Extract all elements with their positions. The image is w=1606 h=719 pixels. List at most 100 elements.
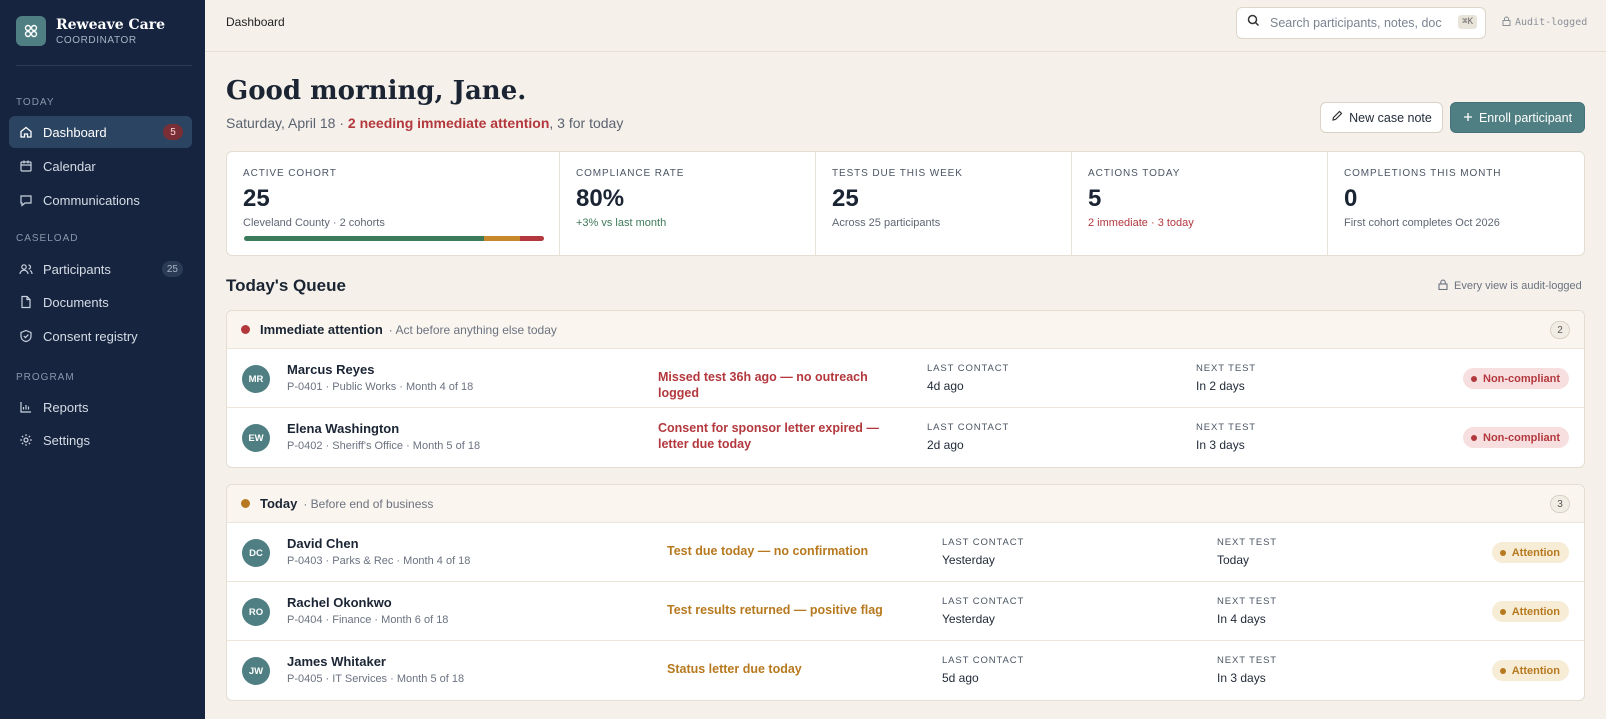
group-title: Immediate attention xyxy=(260,322,383,337)
participant-name[interactable]: James Whitaker xyxy=(287,654,386,669)
last-contact-value: 2d ago xyxy=(927,438,964,452)
last-contact-value: Yesterday xyxy=(942,612,995,626)
audit-note: Every view is audit-logged xyxy=(1438,279,1582,293)
stat-label: ACTIVE COHORT xyxy=(243,168,337,179)
search-placeholder: Search participants, notes, doc xyxy=(1270,16,1442,30)
group-title: Today xyxy=(260,496,298,511)
status-label: Attention xyxy=(1511,546,1560,559)
avatar: EW xyxy=(242,424,270,452)
app-logo-icon xyxy=(16,16,46,46)
last-contact-value: 5d ago xyxy=(942,671,979,685)
stat-value: 25 xyxy=(243,185,270,212)
plus-icon xyxy=(1463,111,1473,125)
participant-meta: P-0403 · Parks & Rec · Month 4 of 18 xyxy=(287,555,471,567)
sidebar-item-label: Settings xyxy=(43,432,90,448)
brand[interactable]: Reweave Care COORDINATOR xyxy=(16,16,165,46)
stat-completions[interactable]: COMPLETIONS THIS MONTH 0 First cohort co… xyxy=(1328,152,1584,255)
group-header[interactable]: Today · Before end of business 3 xyxy=(227,485,1584,523)
sidebar-item-consent-registry[interactable]: Consent registry xyxy=(9,320,192,352)
last-contact-label: LAST CONTACT xyxy=(942,655,1025,666)
status-dot xyxy=(241,499,250,508)
status-badge: Attention xyxy=(1491,660,1569,681)
stat-compliance-rate[interactable]: COMPLIANCE RATE 80% +3% vs last month xyxy=(560,152,816,255)
status-badge: Non-compliant xyxy=(1463,368,1569,389)
status-label: Attention xyxy=(1511,605,1560,618)
stat-tests-due[interactable]: TESTS DUE THIS WEEK 25 Across 25 partici… xyxy=(816,152,1072,255)
status-dot xyxy=(1499,549,1506,556)
issue-text: Test due today — no confirmation xyxy=(667,544,869,558)
sidebar-item-communications[interactable]: Communications xyxy=(9,184,192,216)
group-header[interactable]: Immediate attention · Act before anythin… xyxy=(227,311,1584,349)
sidebar-item-participants[interactable]: Participants 25 xyxy=(9,253,192,285)
issue-text: Test results returned — positive flag xyxy=(667,603,883,617)
chart-icon xyxy=(19,400,33,414)
breadcrumb[interactable]: Dashboard xyxy=(226,15,285,29)
message-icon xyxy=(19,193,33,207)
group-subtitle: · Act before anything else today xyxy=(388,322,557,337)
group-count: 2 xyxy=(1550,321,1570,339)
last-contact-label: LAST CONTACT xyxy=(942,596,1025,607)
sidebar-divider xyxy=(16,65,192,66)
status-dot xyxy=(1471,375,1477,382)
issue-text: Consent for sponsor letter expired — let… xyxy=(658,421,879,451)
stat-actions-today[interactable]: ACTIONS TODAY 5 2 immediate · 3 today xyxy=(1072,152,1328,255)
last-contact-value: 4d ago xyxy=(927,379,964,393)
sidebar-item-reports[interactable]: Reports xyxy=(9,391,192,423)
sidebar-item-label: Participants xyxy=(43,261,111,277)
sidebar-item-label: Calendar xyxy=(43,158,96,174)
sidebar: Reweave Care COORDINATOR TODAY Dashboard… xyxy=(0,0,205,719)
participant-name[interactable]: David Chen xyxy=(287,536,359,551)
avatar: MR xyxy=(242,365,270,393)
new-case-note-button[interactable]: New case note xyxy=(1320,102,1443,133)
next-test-value: In 3 days xyxy=(1217,671,1266,685)
stat-label: COMPLETIONS THIS MONTH xyxy=(1344,168,1502,179)
last-contact-label: LAST CONTACT xyxy=(927,363,1010,374)
shield-check-icon xyxy=(19,329,33,343)
table-row[interactable]: MR Marcus Reyes P-0401 · Public Works · … xyxy=(227,349,1584,408)
sidebar-item-settings[interactable]: Settings xyxy=(9,424,192,456)
status-dot xyxy=(1471,434,1477,441)
next-test-label: NEXT TEST xyxy=(1217,537,1278,548)
status-dot xyxy=(1499,608,1506,615)
avatar: DC xyxy=(242,539,270,567)
participant-name[interactable]: Elena Washington xyxy=(287,421,400,436)
participant-name[interactable]: Rachel Okonkwo xyxy=(287,595,392,610)
status-badge: Attention xyxy=(1491,542,1569,563)
stat-label: TESTS DUE THIS WEEK xyxy=(832,168,963,179)
date-text: Saturday, April 18 · xyxy=(226,115,348,131)
sidebar-item-calendar[interactable]: Calendar xyxy=(9,150,192,182)
table-row[interactable]: JW James Whitaker P-0405 · IT Services ·… xyxy=(227,641,1584,700)
stat-label: ACTIONS TODAY xyxy=(1088,168,1181,179)
sidebar-item-count: 25 xyxy=(161,261,183,277)
users-icon xyxy=(19,262,33,276)
urgent-count[interactable]: 2 needing immediate attention xyxy=(347,115,550,131)
last-contact-label: LAST CONTACT xyxy=(927,422,1010,433)
stat-value: 5 xyxy=(1088,185,1102,212)
participant-meta: P-0401 · Public Works · Month 4 of 18 xyxy=(287,381,474,393)
cohort-progress-bar xyxy=(244,236,544,241)
table-row[interactable]: EW Elena Washington P-0402 · Sheriff's O… xyxy=(227,408,1584,467)
stat-value: 25 xyxy=(832,185,859,212)
stat-note: Cleveland County · 2 cohorts xyxy=(243,217,385,229)
section-label-today: TODAY xyxy=(16,97,55,108)
brand-subtitle: COORDINATOR xyxy=(56,34,137,46)
enroll-participant-button[interactable]: Enroll participant xyxy=(1450,102,1585,133)
stat-note: First cohort completes Oct 2026 xyxy=(1344,217,1500,229)
table-row[interactable]: DC David Chen P-0403 · Parks & Rec · Mon… xyxy=(227,523,1584,582)
issue-text: Missed test 36h ago — no outreach logged xyxy=(658,370,868,400)
stat-active-cohort[interactable]: ACTIVE COHORT 25 Cleveland County · 2 co… xyxy=(227,152,560,255)
topbar: Dashboard Search participants, notes, do… xyxy=(205,0,1606,52)
avatar: JW xyxy=(242,657,270,685)
next-test-label: NEXT TEST xyxy=(1217,596,1278,607)
sidebar-item-dashboard[interactable]: Dashboard 5 xyxy=(9,116,192,148)
today-count: , 3 for today xyxy=(549,115,624,131)
sidebar-item-documents[interactable]: Documents xyxy=(9,286,192,318)
section-label-program: PROGRAM xyxy=(16,372,75,383)
group-subtitle: · Before end of business xyxy=(303,496,434,511)
participant-name[interactable]: Marcus Reyes xyxy=(287,362,375,377)
search-input[interactable]: Search participants, notes, doc ⌘K xyxy=(1236,7,1486,39)
table-row[interactable]: RO Rachel Okonkwo P-0404 · Finance · Mon… xyxy=(227,582,1584,641)
stat-label: COMPLIANCE RATE xyxy=(576,168,685,179)
stat-value: 0 xyxy=(1344,185,1358,212)
participant-meta: P-0402 · Sheriff's Office · Month 5 of 1… xyxy=(287,440,481,452)
